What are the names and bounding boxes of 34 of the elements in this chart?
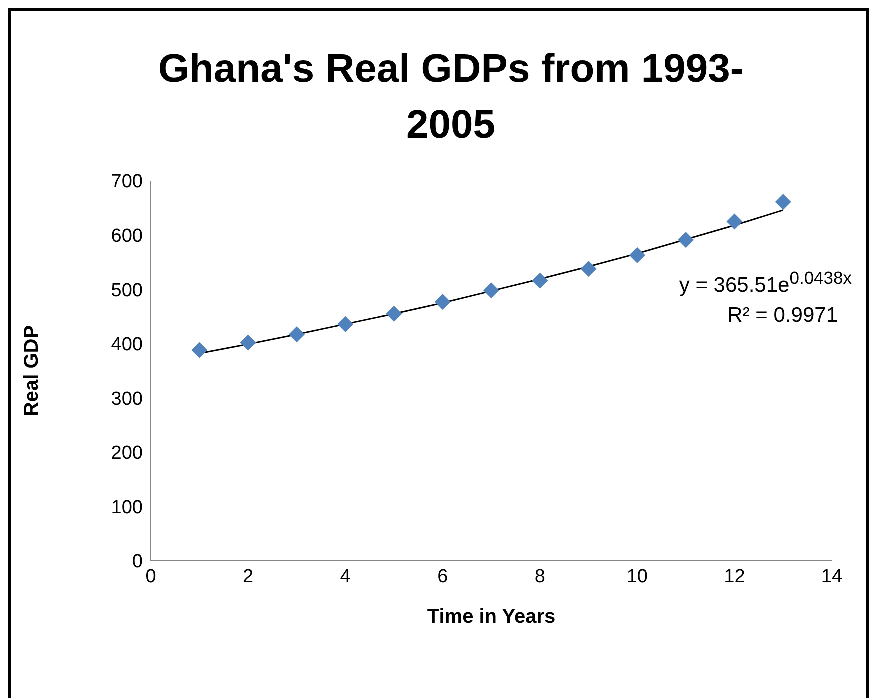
y-tick-label: 500	[111, 280, 143, 302]
x-tick-label: 4	[340, 566, 352, 588]
x-tick-label: 2	[242, 566, 254, 588]
point	[484, 282, 500, 299]
x-tick-label: 10	[626, 566, 648, 588]
x-tick-label: 8	[534, 566, 546, 588]
point	[386, 306, 402, 322]
point	[629, 247, 646, 264]
x-tick-label: 12	[724, 566, 746, 588]
point	[678, 232, 694, 248]
point	[532, 272, 548, 289]
y-tick-label: 600	[111, 226, 143, 248]
y-tick-label: 200	[111, 443, 143, 464]
y-tick-label: 700	[111, 172, 143, 193]
y-tick-label: 100	[111, 497, 143, 518]
point	[338, 316, 354, 332]
x-tick-label: 14	[821, 566, 843, 588]
point	[192, 342, 208, 358]
x-axis-title: Time in Years	[427, 606, 556, 628]
y-axis-title: Real GDP	[21, 325, 44, 417]
chart-title: Ghana's Real GDPs from 1993-2005	[157, 46, 745, 149]
point	[726, 214, 743, 230]
x-tick-label: 6	[438, 566, 448, 588]
y-tick-label: 0	[132, 552, 143, 573]
point	[434, 294, 451, 310]
annotation: R² = 0.9971	[726, 303, 839, 329]
y-tick-label: 300	[111, 388, 143, 410]
point	[580, 260, 597, 277]
point	[775, 194, 792, 210]
x-tick-label: 0	[146, 566, 156, 588]
annotation: y = 365.51e$^{0.0438x}$	[679, 267, 852, 299]
point	[288, 326, 305, 343]
y-tick-label: 400	[111, 334, 143, 356]
point	[240, 334, 256, 351]
